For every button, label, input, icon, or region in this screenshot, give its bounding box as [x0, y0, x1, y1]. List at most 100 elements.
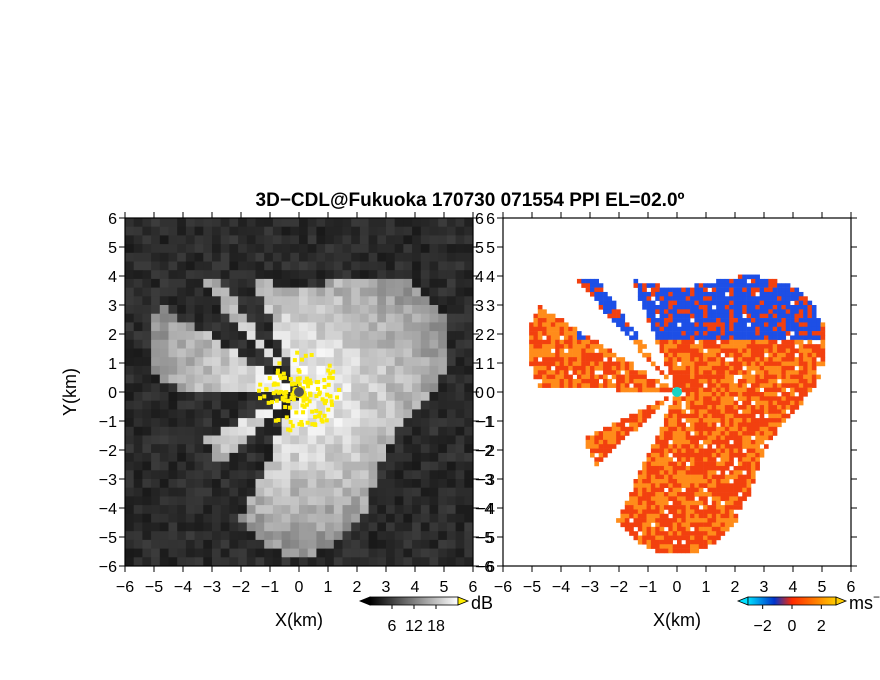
- velocity-cell: [746, 365, 752, 371]
- velocity-cell: [742, 305, 747, 310]
- velocity-cell: [724, 396, 730, 401]
- snr-saturated-cell: [296, 368, 301, 373]
- velocity-cell: [798, 322, 804, 328]
- snr-cell: [377, 392, 387, 402]
- snr-cell: [342, 244, 352, 254]
- snr-cell: [281, 252, 291, 262]
- snr-cell: [473, 488, 482, 497]
- velocity-cell: [650, 444, 656, 449]
- snr-cell: [386, 513, 396, 523]
- snr-cell: [446, 296, 456, 306]
- snr-cell: [377, 435, 387, 445]
- velocity-cell: [650, 300, 656, 306]
- velocity-cell: [820, 322, 826, 328]
- snr-cell: [377, 339, 387, 349]
- snr-cell: [133, 322, 143, 332]
- snr-cell: [212, 226, 222, 236]
- snr-cell: [429, 357, 439, 367]
- snr-cell: [203, 548, 213, 558]
- velocity-cell: [677, 409, 682, 415]
- velocity-cell: [716, 418, 721, 423]
- snr-cell: [255, 383, 265, 393]
- velocity-cell: [668, 339, 673, 345]
- velocity-cell: [768, 365, 773, 371]
- velocity-cell: [716, 300, 721, 306]
- snr-cell: [281, 487, 291, 497]
- velocity-cell: [637, 518, 643, 523]
- velocity-cell: [720, 465, 726, 471]
- snr-cell: [325, 331, 335, 341]
- snr-cell: [203, 383, 213, 393]
- velocity-cell: [811, 305, 817, 310]
- snr-cell: [473, 549, 482, 558]
- snr-cell: [377, 313, 387, 323]
- snr-cell: [438, 557, 448, 566]
- velocity-cell: [720, 405, 726, 410]
- snr-cell: [438, 513, 448, 523]
- velocity-cell: [711, 318, 717, 323]
- velocity-cell: [690, 522, 695, 528]
- snr-cell: [308, 566, 317, 575]
- snr-cell: [255, 400, 265, 410]
- velocity-cell: [642, 470, 647, 475]
- snr-cell: [142, 252, 152, 262]
- snr-cell: [281, 331, 291, 341]
- velocity-cell: [690, 426, 695, 432]
- snr-cell: [194, 418, 204, 428]
- velocity-cell: [559, 357, 565, 362]
- velocity-cell: [616, 365, 621, 371]
- velocity-cell: [642, 513, 647, 519]
- velocity-cell: [672, 418, 678, 423]
- velocity-cell: [785, 287, 791, 293]
- velocity-cell: [772, 426, 778, 432]
- velocity-cell: [733, 300, 739, 306]
- velocity-cell: [546, 383, 552, 388]
- snr-cell: [420, 252, 430, 262]
- snr-saturated-cell: [322, 413, 327, 418]
- snr-cell: [142, 505, 152, 515]
- snr-cell: [299, 548, 309, 558]
- velocity-cell: [624, 431, 630, 436]
- snr-cell: [299, 270, 309, 280]
- velocity-cell: [677, 535, 682, 541]
- velocity-cell: [794, 318, 800, 323]
- snr-cell: [151, 235, 161, 245]
- velocity-cell: [668, 444, 673, 449]
- snr-cell: [473, 227, 482, 236]
- velocity-cell: [563, 331, 569, 336]
- velocity-cell: [611, 361, 617, 367]
- velocity-cell: [624, 518, 630, 523]
- snr-cell: [142, 566, 151, 575]
- velocity-cell: [733, 439, 739, 445]
- snr-cell: [159, 357, 169, 367]
- snr-cell: [368, 261, 378, 271]
- velocity-cell: [668, 352, 673, 358]
- velocity-cell: [724, 370, 730, 375]
- snr-cell: [420, 357, 430, 367]
- velocity-cell: [768, 326, 773, 332]
- snr-cell: [168, 496, 178, 506]
- snr-cell: [464, 426, 473, 436]
- velocity-cell: [559, 361, 565, 367]
- velocity-cell: [729, 283, 734, 288]
- snr-cell: [455, 331, 465, 341]
- velocity-cell: [764, 300, 769, 306]
- snr-cell: [299, 218, 309, 228]
- snr-cell: [394, 531, 404, 541]
- velocity-cell: [694, 452, 700, 458]
- snr-cell: [177, 444, 187, 454]
- velocity-cell: [685, 313, 691, 319]
- snr-cell: [272, 252, 282, 262]
- velocity-cell: [703, 513, 708, 519]
- velocity-cell: [724, 435, 730, 441]
- snr-cell: [159, 348, 169, 358]
- velocity-cell: [637, 283, 643, 288]
- snr-cell: [142, 357, 152, 367]
- snr-cell: [185, 479, 195, 489]
- snr-cell: [220, 557, 230, 566]
- velocity-cell: [677, 457, 682, 462]
- snr-cell: [429, 418, 439, 428]
- velocity-cell: [729, 278, 734, 284]
- snr-cell: [255, 470, 265, 480]
